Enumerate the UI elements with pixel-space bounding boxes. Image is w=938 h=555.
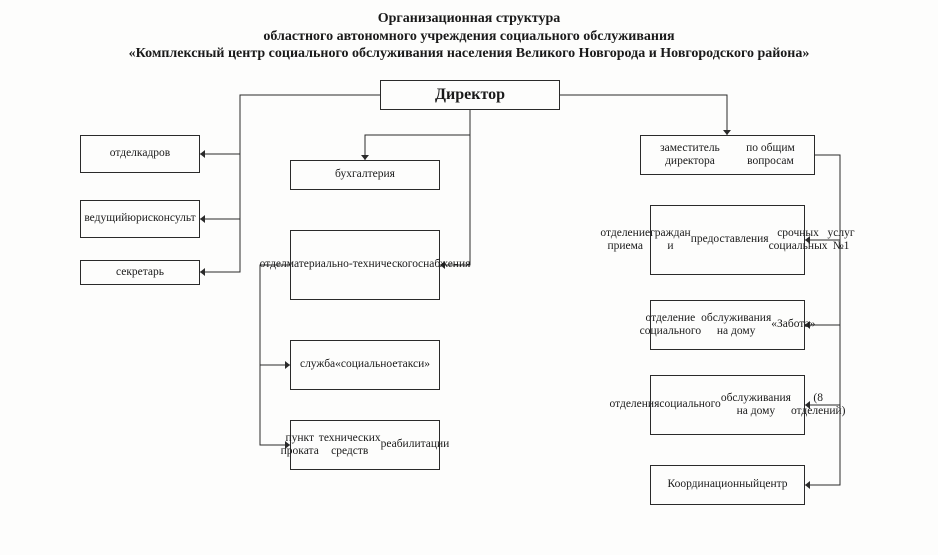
node-rental: пункт прокататехнических средствреабилит… <box>290 420 440 470</box>
node-hr: отделкадров <box>80 135 200 173</box>
node-zabota: отделение социальногообслуживания на дом… <box>650 300 805 350</box>
node-supply: отделматериально-техническогоснабжения <box>290 230 440 300</box>
node-director: Директор <box>380 80 560 110</box>
node-coord: Координационныйцентр <box>650 465 805 505</box>
title-line-2: областного автономного учреждения социал… <box>0 28 938 46</box>
title-line-3: «Комплексный центр социального обслужива… <box>0 45 938 63</box>
node-reception: отделение приемаграждан ипредоставленияс… <box>650 205 805 275</box>
node-accounting: бухгалтерия <box>290 160 440 190</box>
node-homecare8: отделениясоциальногообслуживания на дому… <box>650 375 805 435</box>
node-taxi: служба«социальноетакси» <box>290 340 440 390</box>
node-secretary: секретарь <box>80 260 200 285</box>
node-lawyer: ведущийюрисконсульт <box>80 200 200 238</box>
title-line-1: Организационная структура <box>0 10 938 28</box>
node-deputy: заместитель директорапо общим вопросам <box>640 135 815 175</box>
chart-title: Организационная структура областного авт… <box>0 0 938 63</box>
